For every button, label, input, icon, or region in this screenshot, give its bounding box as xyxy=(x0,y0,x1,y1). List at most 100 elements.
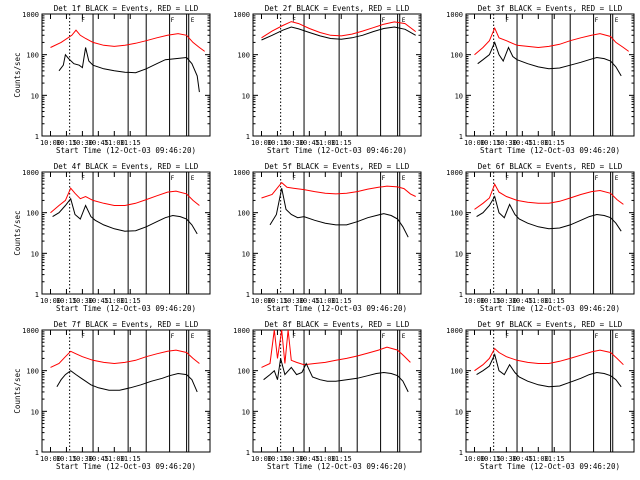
segment-marker-label: F xyxy=(595,333,599,340)
lld-series-line xyxy=(261,329,411,368)
x-tick-label: 10:45 xyxy=(299,455,320,463)
segment-marker-label: E xyxy=(402,17,406,24)
y-tick-label: 100 xyxy=(450,368,463,376)
x-tick-label: 10:45 xyxy=(88,455,109,463)
events-series-line xyxy=(58,47,200,93)
segment-marker-label: F xyxy=(505,175,509,182)
x-tick-label: 10:15 xyxy=(267,297,288,305)
detector-panel: Det 2f BLACK = Events, RED = LLD 1 10 100 10… xyxy=(233,4,422,155)
segment-marker-label: F xyxy=(81,175,85,182)
x-tick-label: 10:00 xyxy=(40,297,61,305)
x-tick-label: 10:15 xyxy=(56,455,77,463)
detector-panel: Det 9f BLACK = Events, RED = LLD 1 10 100 10… xyxy=(446,320,635,471)
x-tick-label: 11:00 xyxy=(315,455,336,463)
x-tick-label: 11:00 xyxy=(315,139,336,147)
x-tick-label: 10:30 xyxy=(283,455,304,463)
y-tick-label: 1 xyxy=(459,291,463,299)
segment-marker-label: E xyxy=(191,175,195,182)
x-tick-label: 11:15 xyxy=(331,297,352,305)
y-tick-label: 1000 xyxy=(233,169,250,177)
y-tick-label: 1 xyxy=(246,449,250,457)
panel-title: Det 3f BLACK = Events, RED = LLD xyxy=(478,4,623,13)
x-tick-label: 11:00 xyxy=(104,297,125,305)
segment-marker-label: F xyxy=(292,17,296,24)
x-tick-label: 10:00 xyxy=(40,455,61,463)
plot-frame xyxy=(252,13,422,137)
events-series-line xyxy=(269,188,409,238)
y-tick-label: 10 xyxy=(242,92,250,100)
detector-panel: Det 4f BLACK = Events, RED = LLD 1 10 100 10… xyxy=(13,162,211,313)
x-tick-label: 10:45 xyxy=(88,297,109,305)
x-tick-label: 11:15 xyxy=(120,297,141,305)
lld-series-line xyxy=(474,26,629,56)
segment-marker-label: E xyxy=(402,175,406,182)
panel-title: Det 9f BLACK = Events, RED = LLD xyxy=(478,320,623,329)
y-tick-label: 1000 xyxy=(233,327,250,335)
y-tick-label: 10 xyxy=(31,408,39,416)
lld-series-line xyxy=(50,187,200,214)
plot-frame xyxy=(41,171,211,295)
lld-series-line xyxy=(50,349,200,368)
segment-marker-label: F xyxy=(382,17,386,24)
y-tick-label: 1 xyxy=(246,291,250,299)
detector-panel: Det 8f BLACK = Events, RED = LLD 1 10 100 10… xyxy=(233,320,422,471)
detector-panel: Det 3f BLACK = Events, RED = LLD 1 10 100 10… xyxy=(446,4,635,155)
segment-marker-label: F xyxy=(505,333,509,340)
x-axis-label: Start Time (12-Oct-03 09:46:20) xyxy=(267,304,407,313)
x-tick-label: 10:30 xyxy=(72,139,93,147)
segment-marker-label: F xyxy=(171,175,175,182)
x-tick-label: 10:30 xyxy=(496,455,517,463)
y-tick-label: 1000 xyxy=(446,327,463,335)
y-tick-label: 1 xyxy=(35,133,39,141)
x-tick-label: 10:00 xyxy=(464,455,485,463)
lld-series-line xyxy=(261,181,416,199)
y-tick-label: 10 xyxy=(242,408,250,416)
x-tick-label: 10:00 xyxy=(251,455,272,463)
segment-marker-label: E xyxy=(191,333,195,340)
events-series-line xyxy=(476,195,622,232)
panel-title: Det 1f BLACK = Events, RED = LLD xyxy=(54,4,199,13)
x-tick-label: 11:15 xyxy=(120,455,141,463)
x-tick-label: 10:15 xyxy=(56,139,77,147)
x-tick-label: 11:00 xyxy=(315,297,336,305)
segment-marker-label: F xyxy=(382,175,386,182)
segment-marker-label: F xyxy=(595,175,599,182)
lld-series-line xyxy=(50,29,205,52)
segment-marker-label: E xyxy=(402,333,406,340)
detector-panel: Det 7f BLACK = Events, RED = LLD 1 10 100 10… xyxy=(13,320,211,471)
y-tick-label: 100 xyxy=(237,368,250,376)
x-tick-label: 11:15 xyxy=(544,455,565,463)
y-tick-label: 1000 xyxy=(22,327,39,335)
x-tick-label: 10:30 xyxy=(283,139,304,147)
x-tick-label: 10:00 xyxy=(40,139,61,147)
plot-frame xyxy=(465,13,635,137)
x-tick-label: 10:15 xyxy=(267,455,288,463)
segment-marker-label: F xyxy=(292,175,296,182)
y-tick-label: 100 xyxy=(450,210,463,218)
x-tick-label: 11:15 xyxy=(331,139,352,147)
panel-title: Det 7f BLACK = Events, RED = LLD xyxy=(54,320,199,329)
lld-series-line xyxy=(474,347,624,372)
y-tick-label: 100 xyxy=(26,210,39,218)
events-series-line xyxy=(56,370,198,393)
plot-frame xyxy=(252,329,422,453)
segment-marker-label: F xyxy=(171,333,175,340)
x-tick-label: 11:15 xyxy=(120,139,141,147)
panel-title: Det 2f BLACK = Events, RED = LLD xyxy=(265,4,410,13)
y-tick-label: 100 xyxy=(237,210,250,218)
x-axis-label: Start Time (12-Oct-03 09:46:20) xyxy=(56,462,196,471)
events-series-line xyxy=(52,197,198,235)
x-tick-label: 10:00 xyxy=(251,139,272,147)
events-series-line xyxy=(476,353,622,388)
y-tick-label: 100 xyxy=(26,52,39,60)
plot-frame xyxy=(465,171,635,295)
y-tick-label: 1 xyxy=(35,291,39,299)
events-series-line xyxy=(477,41,622,77)
plot-frame xyxy=(465,329,635,453)
x-tick-label: 11:15 xyxy=(331,455,352,463)
x-tick-label: 10:30 xyxy=(283,297,304,305)
x-tick-label: 10:45 xyxy=(299,139,320,147)
detector-panel: Det 5f BLACK = Events, RED = LLD 1 10 100 10… xyxy=(233,162,422,313)
y-tick-label: 1000 xyxy=(22,169,39,177)
detector-panel: Det 6f BLACK = Events, RED = LLD 1 10 100 10… xyxy=(446,162,635,313)
